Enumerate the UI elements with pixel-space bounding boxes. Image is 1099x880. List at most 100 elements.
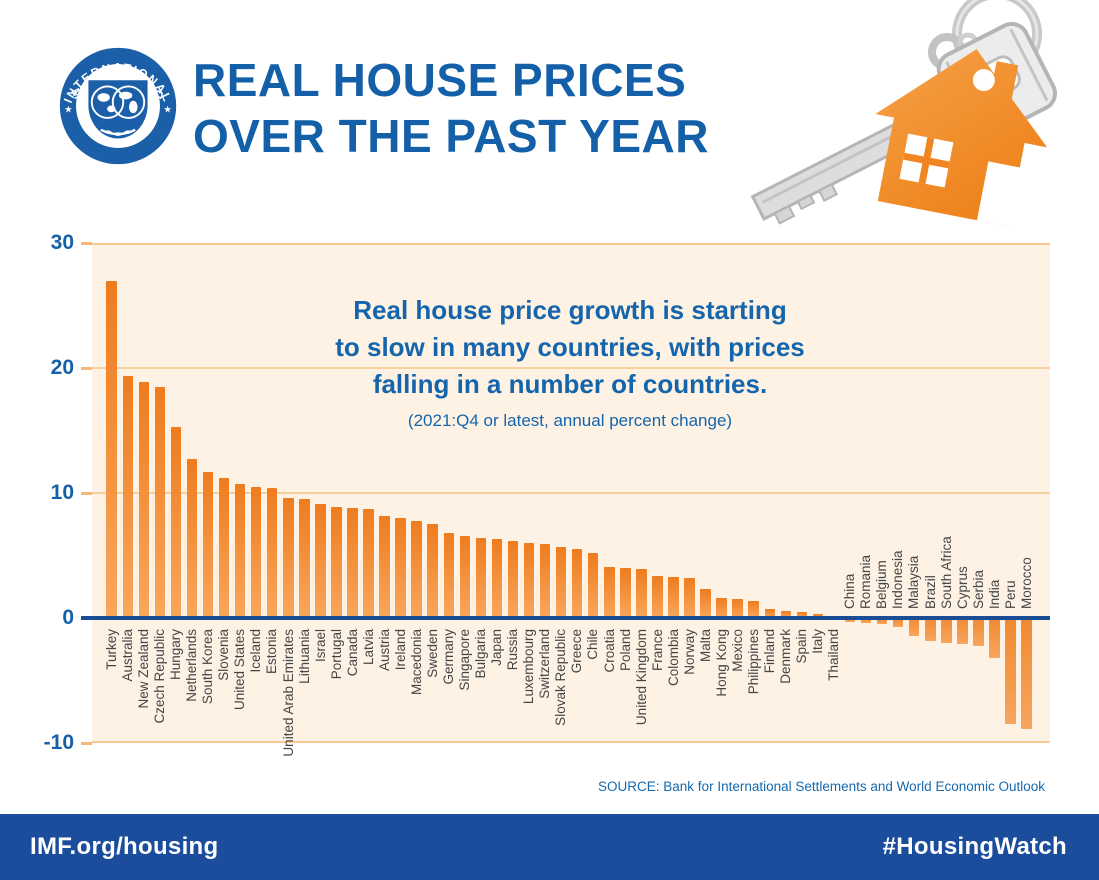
bar-australia [122,375,133,618]
bar-label-luxembourg: Luxembourg [521,629,537,705]
bar-ireland [395,518,406,618]
bar-label-romania: Romania [858,554,874,609]
bar-label-australia: Australia [120,629,135,682]
bar-macedonia [411,520,422,618]
bar-label-slovak-republic: Slovak Republic [553,629,569,726]
y-tick-10 [81,491,92,495]
bar-label-spain: Spain [794,629,810,664]
bar-czech-republic [154,386,166,618]
footer-url: IMF.org/housing [30,833,219,860]
key-house-artwork [700,0,1085,228]
house-icon [875,49,1048,227]
bar-label-japan: Japan [489,629,505,666]
bar-label-finland: Finland [762,629,777,674]
bar-label-latvia: Latvia [360,629,376,666]
bar-sweden [427,524,438,618]
bar-label-iceland: Iceland [248,629,264,673]
bar-label-greece: Greece [569,629,585,674]
bar-label-china: China [842,573,858,609]
bar-greece [571,549,583,618]
bar-brazil [925,618,936,641]
bar-iceland [250,486,262,618]
bar-spain [796,611,808,618]
page-title-line1: REAL HOUSE PRICES [193,54,687,106]
bar-estonia [266,488,278,618]
page-title: REAL HOUSE PRICES OVER THE PAST YEAR [193,52,709,164]
bar-label-south-korea: South Korea [200,629,216,705]
bar-label-portugal: Portugal [328,629,344,680]
bar-norway [684,578,695,618]
bar-label-united-arab-emirates: United Arab Emirates [280,629,296,757]
bar-label-czech-republic: Czech Republic [152,629,168,724]
bar-label-austria: Austria [376,629,392,672]
bar-chile [587,553,599,618]
keychain-hole [972,69,995,92]
bar-label-cyprus: Cyprus [954,566,970,609]
bar-latvia [363,509,374,618]
bar-label-malaysia: Malaysia [906,555,922,609]
bar-label-hungary: Hungary [168,629,184,681]
bar-label-switzerland: Switzerland [537,629,553,699]
bar-label-hong-kong: Hong Kong [713,629,729,697]
bar-serbia [973,618,984,646]
y-axis-label-0: 0 [62,606,74,629]
bar-israel [315,504,326,618]
bar-india [989,618,1000,658]
bar-label-peru: Peru [1002,580,1018,609]
bar-canada [347,508,358,618]
bar-label-turkey: Turkey [103,629,119,670]
bar-label-chile: Chile [585,629,601,660]
bar-label-philippines: Philippines [745,629,761,695]
bar-label-croatia: Croatia [601,629,617,673]
y-axis-label--10: -10 [43,731,74,754]
bar-denmark [780,610,792,618]
logo-star-right: ★ [163,105,172,116]
house-door [976,161,1021,227]
bar-netherlands [186,459,198,618]
source-note: SOURCE: Bank for International Settlemen… [598,779,1045,794]
footer-bar: IMF.org/housing #HousingWatch [0,814,1099,880]
bar-label-russia: Russia [505,629,521,671]
bar-peru [1005,618,1016,725]
bar-turkey [106,280,117,618]
bar-label-serbia: Serbia [970,569,986,609]
bar-switzerland [539,544,551,618]
bar-label-thailand: Thailand [826,629,842,681]
bar-belgium [876,618,888,625]
y-tick-0 [81,616,92,620]
gridline-20 [92,367,1050,369]
bar-label-netherlands: Netherlands [184,629,200,702]
y-axis-label-30: 30 [50,231,74,254]
bar-hong-kong [716,598,727,618]
bar-label-united-states: United States [232,629,248,711]
bar-label-estonia: Estonia [264,629,280,675]
bar-label-slovenia: Slovenia [216,629,232,681]
imf-logo-icon: INTERNATIONAL MONETARY FUND ★ ★ [59,47,177,165]
annotation-line1: Real house price growth is starting [353,295,787,325]
bar-poland [620,568,631,618]
bar-united-states [234,484,246,618]
chart-annotation: Real house price growth is starting to s… [270,292,870,431]
annotation-line2: to slow in many countries, with prices [335,332,805,362]
bar-united-kingdom [636,569,647,618]
annotation-subtitle: (2021:Q4 or latest, annual percent chang… [407,411,733,430]
bar-label-malta: Malta [697,629,713,663]
bar-label-macedonia: Macedonia [408,629,424,696]
bar-romania [860,618,872,623]
bar-croatia [604,566,615,618]
bar-south-africa [941,618,952,643]
bar-morocco [1021,618,1032,730]
logo-star-left: ★ [64,105,73,116]
bar-label-denmark: Denmark [778,629,794,684]
gridline-10 [92,492,1050,494]
bar-cyprus [957,618,968,645]
bar-label-brazil: Brazil [922,575,938,609]
bar-bulgaria [475,538,487,618]
bar-portugal [331,506,342,618]
y-tick--10 [81,741,92,745]
bar-label-poland: Poland [617,629,633,672]
imf-logo: INTERNATIONAL MONETARY FUND ★ ★ [56,40,180,172]
bar-philippines [748,600,759,618]
bar-indonesia [892,618,904,627]
